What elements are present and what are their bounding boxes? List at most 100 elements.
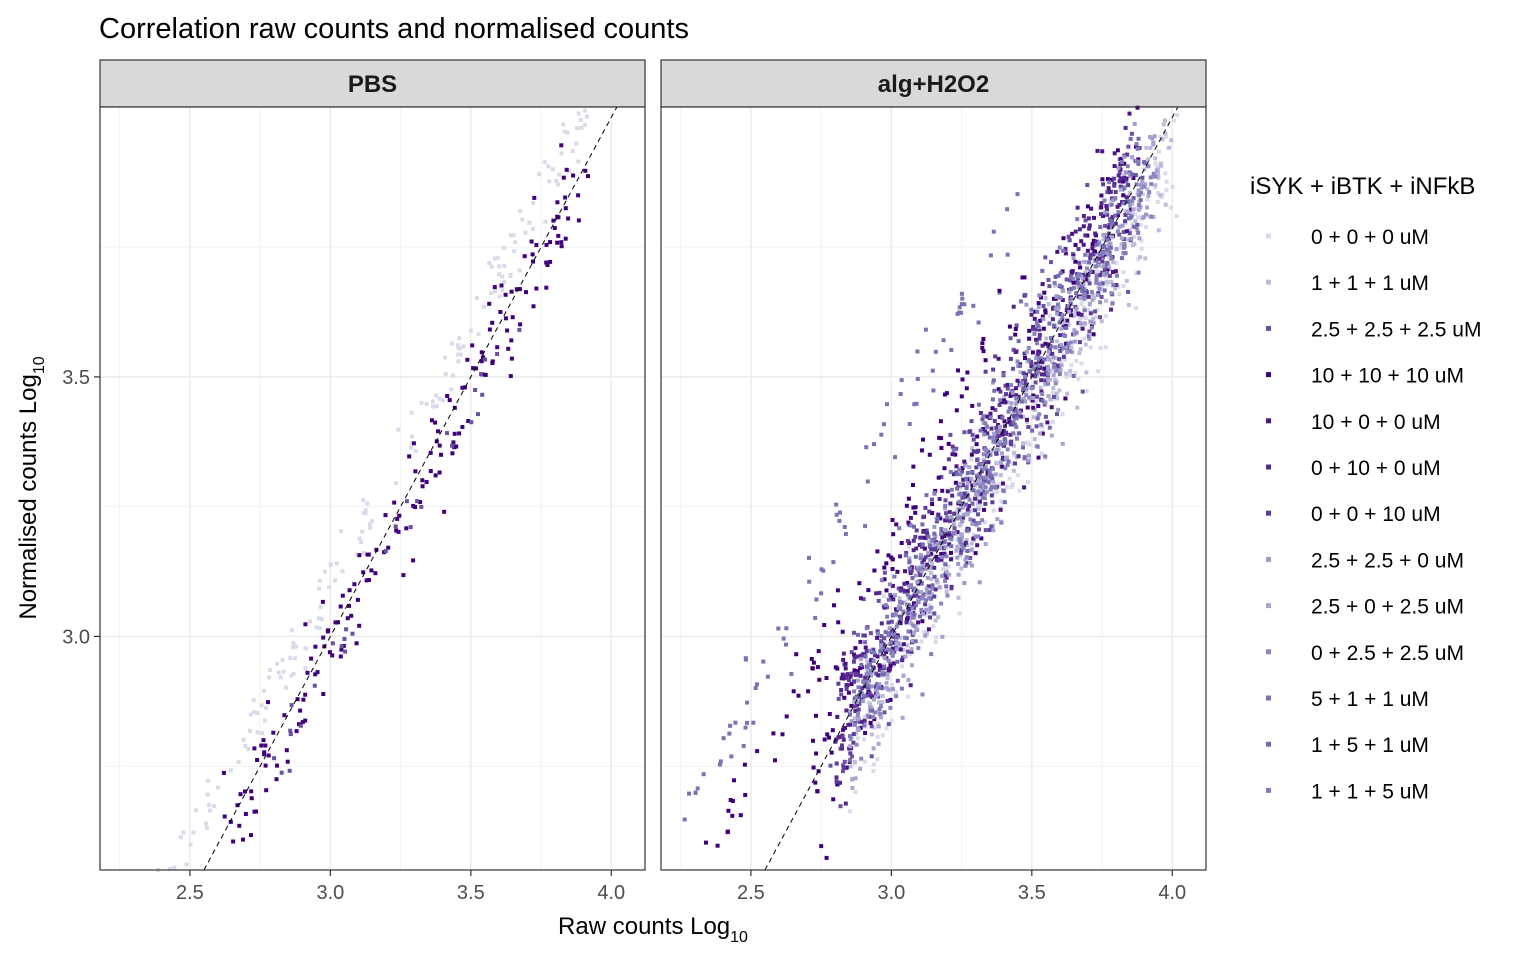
- data-point: [969, 419, 974, 424]
- data-point: [879, 704, 884, 709]
- data-point: [460, 425, 465, 429]
- data-point: [1005, 400, 1010, 405]
- data-point: [1020, 380, 1024, 385]
- data-point: [328, 563, 333, 568]
- legend-key: [1266, 741, 1271, 747]
- data-point: [1008, 336, 1013, 341]
- data-point: [531, 259, 535, 264]
- data-point: [981, 452, 986, 457]
- data-point: [865, 693, 870, 698]
- data-point: [955, 513, 960, 517]
- data-point: [886, 597, 891, 602]
- data-point: [1109, 291, 1114, 296]
- data-point: [303, 646, 308, 651]
- data-point: [1125, 152, 1130, 157]
- data-point: [1084, 277, 1089, 282]
- data-point: [1128, 203, 1133, 208]
- data-point: [1133, 173, 1138, 178]
- data-point: [397, 513, 402, 518]
- data-point: [237, 823, 242, 828]
- data-point: [986, 460, 991, 465]
- data-point: [1035, 373, 1040, 378]
- data-point: [1127, 231, 1132, 236]
- data-point: [977, 527, 981, 532]
- data-point: [939, 436, 944, 441]
- data-point: [975, 543, 980, 548]
- data-point: [1139, 238, 1144, 243]
- data-point: [974, 522, 979, 527]
- data-point: [947, 510, 952, 515]
- data-point: [930, 586, 935, 591]
- data-point: [956, 572, 961, 577]
- data-point: [819, 591, 824, 596]
- data-point: [1045, 364, 1050, 369]
- data-point: [893, 455, 898, 460]
- data-point: [930, 561, 935, 566]
- data-point: [877, 652, 882, 657]
- data-point: [1054, 392, 1059, 397]
- data-point: [392, 500, 397, 505]
- data-point: [255, 711, 260, 715]
- data-point: [1137, 193, 1142, 198]
- data-point: [862, 759, 867, 764]
- data-point: [1004, 392, 1008, 397]
- data-point: [338, 529, 343, 534]
- data-point: [991, 479, 996, 484]
- data-point: [958, 481, 963, 486]
- data-point: [960, 519, 965, 524]
- data-point: [970, 521, 975, 526]
- data-point: [920, 522, 925, 527]
- data-point: [436, 429, 441, 434]
- data-point: [1007, 406, 1012, 411]
- data-point: [1025, 405, 1030, 410]
- data-point: [1092, 215, 1096, 220]
- data-point: [1131, 207, 1136, 212]
- data-point: [924, 586, 929, 591]
- data-point: [1116, 210, 1121, 215]
- data-point: [834, 779, 839, 784]
- data-point: [1132, 234, 1137, 239]
- data-point: [1105, 261, 1110, 265]
- data-point: [1033, 374, 1038, 379]
- data-point: [490, 361, 495, 365]
- data-point: [1120, 223, 1125, 228]
- legend-key: [1266, 279, 1271, 285]
- data-point: [863, 640, 868, 645]
- y-axis-title-main: Normalised counts Log: [15, 374, 42, 619]
- data-point: [509, 289, 514, 294]
- data-point: [1167, 145, 1172, 150]
- data-point: [1007, 420, 1012, 425]
- data-point: [989, 493, 994, 498]
- data-point: [933, 534, 938, 539]
- data-point: [955, 486, 960, 491]
- data-point: [1022, 351, 1027, 356]
- data-point: [1021, 414, 1026, 419]
- legend-key: [1266, 233, 1271, 239]
- data-point: [864, 649, 869, 654]
- data-point: [442, 355, 447, 360]
- data-point: [743, 725, 748, 730]
- data-point: [971, 437, 976, 442]
- data-point: [1013, 332, 1018, 337]
- data-point: [1031, 327, 1035, 332]
- data-point: [1097, 256, 1102, 261]
- data-point: [1058, 360, 1063, 365]
- data-point: [856, 654, 861, 659]
- data-point: [1027, 328, 1032, 333]
- data-point: [303, 692, 308, 697]
- plot-panel: [661, 107, 1206, 870]
- data-point: [1094, 239, 1099, 244]
- data-point: [844, 765, 849, 770]
- data-point: [960, 482, 965, 487]
- data-point: [1121, 230, 1126, 234]
- data-point: [982, 496, 987, 501]
- data-point: [917, 614, 922, 619]
- data-point: [264, 788, 269, 793]
- data-point: [874, 671, 879, 676]
- data-point: [1077, 285, 1082, 290]
- data-point: [1156, 175, 1161, 180]
- data-point: [1113, 196, 1118, 201]
- data-point: [909, 583, 914, 588]
- data-point: [846, 722, 851, 727]
- data-point: [1139, 190, 1143, 195]
